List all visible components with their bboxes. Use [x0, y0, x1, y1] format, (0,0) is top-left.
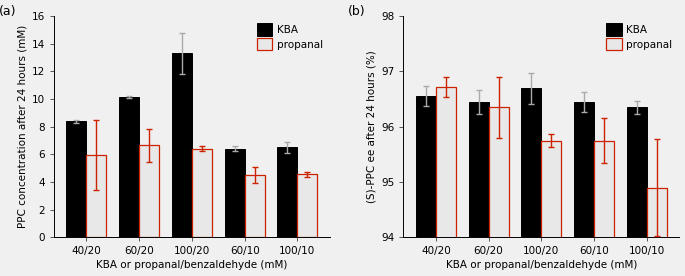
Bar [245, 175, 264, 237]
Bar [627, 107, 647, 276]
Bar [488, 107, 509, 276]
Bar [139, 145, 159, 237]
Y-axis label: (S)-PPC ee after 24 hours (%): (S)-PPC ee after 24 hours (%) [366, 50, 377, 203]
Text: (b): (b) [348, 5, 366, 18]
Legend: KBA, propanal: KBA, propanal [255, 21, 325, 52]
Legend: KBA, propanal: KBA, propanal [604, 21, 674, 52]
Bar [594, 140, 614, 276]
Y-axis label: PPC concentration after 24 hours (mM): PPC concentration after 24 hours (mM) [17, 25, 27, 228]
Bar [469, 102, 488, 276]
Bar [192, 149, 212, 237]
Bar [277, 147, 297, 237]
Bar [297, 174, 317, 237]
Bar [647, 187, 667, 276]
Bar [541, 140, 562, 276]
Bar [225, 149, 245, 237]
Bar [574, 102, 594, 276]
Bar [66, 121, 86, 237]
Bar [416, 96, 436, 276]
X-axis label: KBA or propanal/benzaldehyde (mM): KBA or propanal/benzaldehyde (mM) [96, 261, 288, 270]
Bar [119, 97, 139, 237]
Bar [172, 54, 192, 237]
Text: (a): (a) [0, 5, 16, 18]
Bar [86, 155, 106, 237]
X-axis label: KBA or propanal/benzaldehyde (mM): KBA or propanal/benzaldehyde (mM) [446, 261, 637, 270]
Bar [436, 87, 456, 276]
Bar [521, 88, 541, 276]
